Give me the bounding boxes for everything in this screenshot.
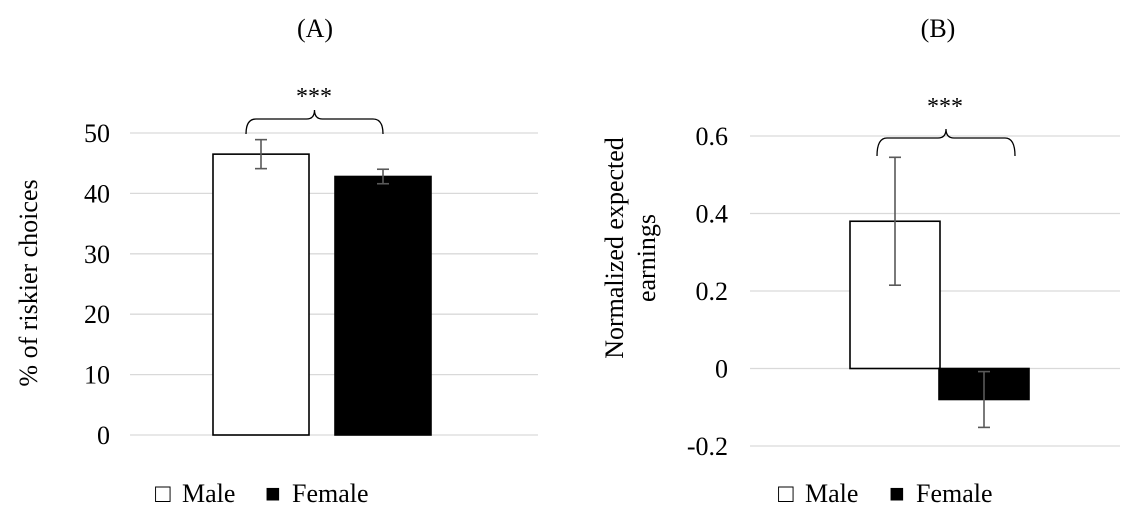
panel-a-error-bars xyxy=(255,138,389,185)
bar-male xyxy=(212,153,310,436)
y-tick-label: 0.4 xyxy=(696,200,729,229)
panel-a-title: (A) xyxy=(297,14,333,43)
panel-a-legend-male-label: Male xyxy=(182,479,235,505)
panel-a-legend-female-marker: ■ xyxy=(265,479,281,505)
y-tick-label: 50 xyxy=(84,119,110,148)
panel-b-y-axis-label-line2: earnings xyxy=(632,214,661,302)
panel-b-legend-female-marker: ■ xyxy=(889,479,905,505)
panel-a-legend: □ Male ■ Female xyxy=(155,479,369,505)
y-tick-label: 0 xyxy=(97,421,110,450)
panel-a-legend-male-marker: □ xyxy=(155,479,171,505)
panel-b-title: (B) xyxy=(921,14,956,43)
panel-b-legend-female-label: Female xyxy=(916,479,993,505)
y-tick-label: 20 xyxy=(84,300,110,329)
panel-a-significance-label: *** xyxy=(296,84,332,110)
panel-a: (A) % of riskier choices 0 10 20 30 40 50 ***… xyxy=(14,14,538,505)
panel-a-gridlines xyxy=(130,132,538,436)
y-tick-label: 0.6 xyxy=(696,122,729,151)
panel-b-legend: □ Male ■ Female xyxy=(778,479,993,505)
panel-b-y-tick-labels: -0.2 0 0.2 0.4 0.6 xyxy=(687,122,728,461)
panel-b-significance-label: *** xyxy=(927,94,963,120)
y-tick-label: 0.2 xyxy=(696,277,729,306)
y-tick-label: -0.2 xyxy=(687,432,728,461)
y-tick-label: 0 xyxy=(715,355,728,384)
panel-b-significance-brace xyxy=(876,128,1016,157)
panel-a-legend-female-label: Female xyxy=(292,479,369,505)
bar-female xyxy=(334,175,432,436)
panel-b-y-axis-label-line1: Normalized expected xyxy=(600,137,629,359)
panel-b-legend-male-label: Male xyxy=(805,479,858,505)
panel-a-bars xyxy=(212,153,432,436)
panel-a-significance: *** xyxy=(245,84,384,135)
panel-b-legend-male-marker: □ xyxy=(778,479,794,505)
y-tick-label: 10 xyxy=(84,361,110,390)
panel-a-y-axis-label: % of riskier choices xyxy=(14,179,43,386)
panel-b-bars xyxy=(849,220,1030,401)
panel-a-y-tick-labels: 0 10 20 30 40 50 xyxy=(84,119,110,450)
y-tick-label: 40 xyxy=(84,179,110,208)
panel-b: (B) Normalized expected earnings -0.2 0 0.… xyxy=(600,14,1120,505)
panel-a-significance-brace xyxy=(245,109,384,135)
y-tick-label: 30 xyxy=(84,240,110,269)
panel-b-error-bars xyxy=(889,156,990,429)
panel-b-significance: *** xyxy=(876,94,1016,157)
